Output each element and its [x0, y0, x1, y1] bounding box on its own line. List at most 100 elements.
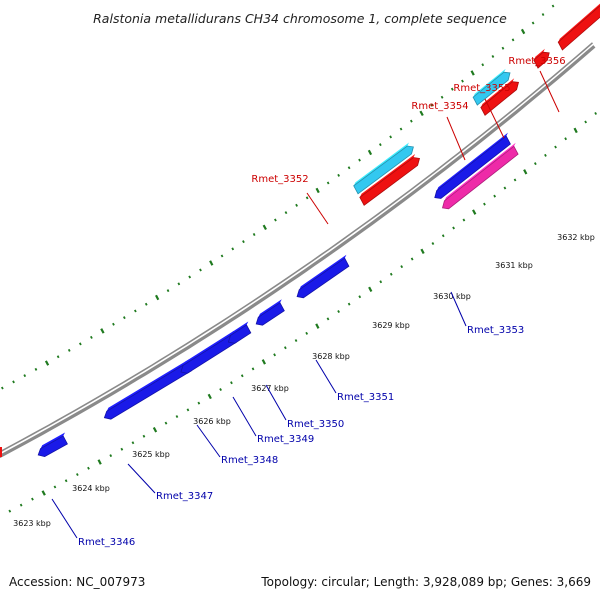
gene-label-reverse[interactable]: Rmet_3351 [337, 392, 394, 403]
callout-line [446, 116, 466, 161]
outer-tick [144, 302, 148, 306]
outer-tick [67, 348, 71, 352]
gene-reverse-1-bevel [40, 432, 65, 449]
scale-label: 3626 kbp [193, 417, 231, 426]
outer-tick [481, 63, 485, 67]
gene-forward-partial[interactable] [0, 447, 2, 457]
gene-reverse-7-bevel [436, 132, 508, 191]
inner-tick [8, 509, 12, 513]
gene-forward-1-body [353, 145, 414, 195]
outer-tick [410, 119, 413, 123]
outer-tick [242, 240, 245, 244]
inner-tick [400, 265, 404, 269]
inner-tick [64, 479, 68, 483]
callout-line [51, 498, 78, 539]
inner-tick [261, 359, 266, 365]
outer-tick [44, 360, 50, 366]
outer-tick [531, 21, 535, 25]
gene-reverse-5[interactable] [255, 299, 285, 326]
gene-label-reverse[interactable]: Rmet_3348 [221, 455, 278, 466]
outer-tick [470, 70, 475, 76]
outer-tick [440, 95, 444, 99]
inner-tick [431, 242, 435, 246]
accession-text: Accession: NC_007973 [9, 575, 145, 589]
outer-tick [315, 187, 320, 194]
outer-tick [326, 181, 330, 185]
inner-tick [389, 272, 393, 276]
outer-tick [123, 316, 126, 320]
callout-line [127, 463, 156, 494]
inner-tick [197, 401, 201, 405]
inner-tick [53, 485, 57, 489]
gene-reverse-8[interactable] [441, 142, 519, 210]
inner-tick [109, 454, 113, 458]
outer-tick [274, 218, 277, 222]
callout-line [539, 70, 560, 113]
gene-label-reverse[interactable]: Rmet_3346 [78, 537, 135, 548]
map-title: Ralstonia metallidurans CH34 chromosome … [93, 11, 507, 26]
gene-reverse-4[interactable] [227, 321, 252, 344]
gene-label-forward[interactable]: Rmet_3356 [508, 56, 565, 67]
gene-reverse-4-body [227, 324, 252, 344]
inner-tick [472, 209, 477, 215]
outer-tick [501, 46, 505, 50]
forward-strand-genes [0, 0, 600, 457]
scale-label: 3628 kbp [312, 352, 350, 361]
inner-tick [564, 137, 567, 141]
gene-forward-4[interactable] [480, 78, 520, 116]
outer-tick [419, 110, 424, 117]
gene-reverse-1-body [37, 435, 68, 458]
gene-reverse-4-bevel [230, 321, 249, 336]
outer-tick [134, 309, 137, 313]
gene-label-reverse[interactable]: Rmet_3350 [287, 419, 344, 430]
inner-tick [326, 317, 330, 321]
gene-forward-6[interactable] [557, 0, 600, 51]
gene-reverse-6[interactable] [296, 254, 350, 299]
gene-forward-2-bevel [359, 154, 416, 198]
gene-label-forward[interactable]: Rmet_3354 [411, 101, 468, 112]
gene-label-reverse[interactable]: Rmet_3349 [257, 434, 314, 445]
gene-forward-3[interactable] [472, 68, 511, 106]
gene-reverse-3[interactable] [180, 330, 237, 374]
callout-line [315, 359, 337, 394]
outer-tick [305, 196, 309, 200]
inner-tick [152, 426, 158, 433]
inner-tick [573, 127, 578, 134]
outer-tick [56, 355, 60, 359]
scale-label: 3630 kbp [433, 292, 471, 301]
inner-tick [420, 248, 425, 255]
inner-tick [97, 459, 102, 465]
gene-forward-1-bevel [353, 142, 409, 186]
gene-reverse-6-body [296, 257, 350, 299]
inner-tick [142, 434, 146, 438]
outer-tick [262, 224, 267, 231]
outer-tick [12, 380, 15, 384]
topology-summary: Topology: circular; Length: 3,928,089 bp… [260, 575, 591, 589]
outer-tick [100, 328, 105, 334]
gene-label-forward[interactable]: Rmet_3355 [453, 83, 510, 94]
inner-tick [503, 186, 507, 190]
outer-tick [520, 28, 526, 35]
outer-tick [337, 173, 340, 177]
gene-label-reverse[interactable]: Rmet_3353 [467, 325, 524, 336]
gene-forward-5[interactable] [533, 48, 550, 69]
gene-reverse-8-bevel [444, 142, 516, 201]
inner-tick [513, 178, 517, 182]
gene-reverse-5-bevel [258, 299, 282, 318]
gene-label-reverse[interactable]: Rmet_3347 [156, 491, 213, 502]
gene-reverse-5-body [255, 302, 285, 326]
gene-reverse-7[interactable] [434, 132, 511, 199]
scale-label: 3632 kbp [557, 233, 595, 242]
gene-forward-2[interactable] [359, 154, 421, 206]
inner-tick [294, 339, 298, 343]
gene-label-forward[interactable]: Rmet_3352 [251, 174, 308, 185]
outer-tick [23, 374, 27, 378]
outer-tick [155, 294, 160, 301]
inner-tick [120, 447, 124, 451]
gene-reverse-1[interactable] [37, 432, 68, 458]
inner-tick [19, 503, 23, 507]
callout-line [450, 291, 467, 327]
gene-forward-1[interactable] [353, 142, 414, 195]
inner-tick [41, 490, 46, 496]
